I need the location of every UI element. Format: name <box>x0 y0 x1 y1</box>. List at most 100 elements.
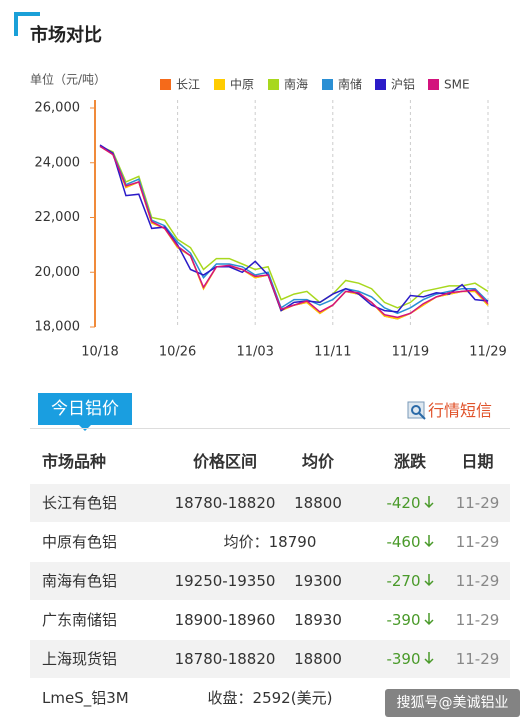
header-row: 市场品种 价格区间 均价 涨跌 日期 <box>30 443 510 481</box>
header-cell: 价格区间 <box>192 452 257 471</box>
x-tick-label: 11/11 <box>314 345 351 360</box>
cell-text: 南海有色铝 <box>42 572 118 590</box>
legend-label: 南储 <box>338 77 362 92</box>
sms-icon[interactable] <box>407 401 427 421</box>
cell-text: 18800 <box>294 494 342 512</box>
cell-text: 中原有色铝 <box>42 533 118 551</box>
cell-date: 11-29 <box>450 640 505 678</box>
legend-swatch <box>214 79 225 90</box>
cell-name: 上海现货铝 <box>42 640 117 678</box>
cell-text: -390 <box>386 611 421 629</box>
chart: 市场对比 单位（元/吨） 长江 中原 南海 南储 沪铝 SME 18,000 20,000 22… <box>14 12 507 360</box>
legend-label: 沪铝 <box>391 77 415 92</box>
y-axis-label: 单位（元/吨） <box>30 72 106 87</box>
cell-change: -460 <box>370 523 450 561</box>
cell-text: 广东南储铝 <box>42 611 118 629</box>
x-tick-label: 11/19 <box>392 345 429 360</box>
table-row: 中原有色铝 均价：18790 -460 11-29 <box>30 523 510 561</box>
cell-name: 广东南储铝 <box>42 601 117 639</box>
legend-swatch <box>160 79 171 90</box>
section-title: 市场对比 <box>30 24 102 46</box>
table-row: 南海有色铝 19250-19350 19300 -270 11-29 <box>30 562 510 600</box>
series-line <box>99 144 489 313</box>
cell-avg: 18800 <box>288 640 348 678</box>
cell-text: 11-29 <box>455 572 500 590</box>
sms-link[interactable]: 行情短信 <box>428 401 493 420</box>
down-arrow <box>423 574 434 587</box>
cell-date: 11-29 <box>450 562 505 600</box>
down-arrow <box>423 535 434 548</box>
cell-text: 上海现货铝 <box>42 650 118 668</box>
cell-text: -270 <box>386 572 421 590</box>
legend-swatch <box>322 79 333 90</box>
table-row: 长江有色铝 18780-18820 18800 -420 11-29 <box>30 484 510 522</box>
legend-label: SME <box>444 78 470 92</box>
cell-text: LmeS_铝3M <box>42 689 129 707</box>
table-row: LmeS_铝3M 收盘：2592(美元) <box>30 679 510 717</box>
cell-name: LmeS_铝3M <box>42 679 129 717</box>
header-cell: 涨跌 <box>393 452 426 471</box>
legend-swatch <box>428 79 439 90</box>
y-tick-label: 20,000 <box>35 265 81 280</box>
cell-name: 南海有色铝 <box>42 562 117 600</box>
cell-text: 18930 <box>294 611 342 629</box>
cell-change: -420 <box>370 484 450 522</box>
cell-avg: 18800 <box>288 484 348 522</box>
cell-text: 长江有色铝 <box>42 494 118 512</box>
header-cell: 均价 <box>301 452 334 471</box>
cell-date: 11-29 <box>450 601 505 639</box>
cell-text: 18780-18820 <box>174 650 276 668</box>
cell-text: -460 <box>386 533 421 551</box>
legend-label: 中原 <box>230 77 254 92</box>
series-line <box>99 145 489 319</box>
title-corner <box>14 12 40 36</box>
cell-range: 收盘：2592(美元) <box>180 679 360 717</box>
cell-text: 11-29 <box>455 611 500 629</box>
cell-date: 11-29 <box>450 484 505 522</box>
cell-range: 18900-18960 <box>140 601 310 639</box>
x-tick-label: 11/03 <box>236 345 273 360</box>
y-tick-label: 18,000 <box>35 320 81 335</box>
price-table: 今日铝价 行情短信 市场品种 价格区间 均价 涨跌 日期 长江有色铝 18780-18820… <box>0 380 525 719</box>
legend-label: 南海 <box>284 77 308 92</box>
watermark: 搜狐号@美诚铝业 <box>385 689 520 717</box>
y-tick-label: 22,000 <box>35 210 81 225</box>
cell-name: 长江有色铝 <box>42 484 117 522</box>
series-line <box>99 145 489 315</box>
cell-text: 11-29 <box>455 650 500 668</box>
cell-text: 19250-19350 <box>174 572 276 590</box>
cell-text: -420 <box>386 494 421 512</box>
cell-text: 11-29 <box>455 533 500 551</box>
table-row: 广东南储铝 18900-18960 18930 -390 11-29 <box>30 601 510 639</box>
cell-text: 18780-18820 <box>174 494 276 512</box>
y-tick-label: 26,000 <box>35 101 81 116</box>
x-tick-label: 10/18 <box>81 345 118 360</box>
cell-text: 19300 <box>294 572 342 590</box>
legend-swatch <box>375 79 386 90</box>
series-line <box>99 145 489 309</box>
series-line <box>99 145 489 320</box>
series-line <box>99 145 489 320</box>
down-arrow <box>423 496 434 509</box>
table-row: 上海现货铝 18780-18820 18800 -390 11-29 <box>30 640 510 678</box>
cell-range: 18780-18820 <box>140 640 310 678</box>
x-tick-label: 10/26 <box>159 345 196 360</box>
cell-text: 收盘：2592(美元) <box>207 689 333 707</box>
down-arrow <box>423 613 434 626</box>
header-cell: 日期 <box>461 452 494 471</box>
cell-avg: 18930 <box>288 601 348 639</box>
cell-text: 18800 <box>294 650 342 668</box>
cell-change: -270 <box>370 562 450 600</box>
cell-text: 11-29 <box>455 494 500 512</box>
down-arrow <box>423 652 434 665</box>
cell-name: 中原有色铝 <box>42 523 117 561</box>
cell-avg: 19300 <box>288 562 348 600</box>
cell-text: 18900-18960 <box>174 611 276 629</box>
x-tick-label: 11/29 <box>469 345 506 360</box>
cell-range: 18780-18820 <box>140 484 310 522</box>
y-tick-label: 24,000 <box>35 155 81 170</box>
legend-swatch <box>268 79 279 90</box>
cell-text: -390 <box>386 650 421 668</box>
divider <box>30 428 510 429</box>
